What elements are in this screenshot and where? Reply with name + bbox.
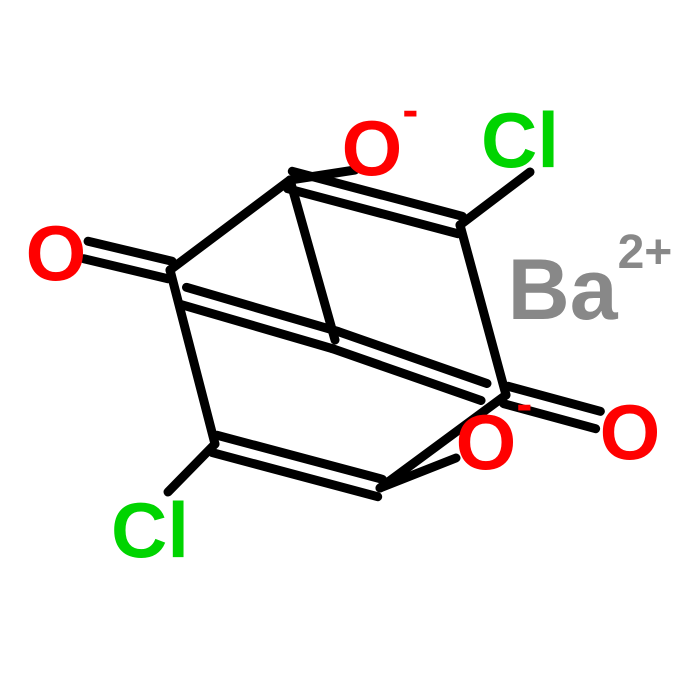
chlorine-atom: Cl (111, 491, 189, 569)
oxygen-atom: O (26, 214, 87, 292)
charge-label: - (516, 378, 532, 431)
oxygen-anion-atom: O- (342, 109, 419, 187)
atom-symbol: O (456, 398, 517, 486)
chemical-structure-canvas: O O- Cl Ba2+ O O- Cl (0, 0, 700, 700)
chlorine-atom: Cl (481, 101, 559, 179)
charge-label: 2+ (618, 226, 673, 279)
charge-label: - (402, 84, 418, 137)
barium-cation: Ba2+ (508, 247, 673, 333)
oxygen-anion-atom: O- (456, 403, 533, 481)
atom-symbol: Cl (111, 486, 189, 574)
oxygen-atom: O (600, 393, 661, 471)
atom-symbol: O (26, 209, 87, 297)
atom-symbol: Ba (508, 242, 618, 338)
atom-symbol: O (600, 388, 661, 476)
atom-symbol: Cl (481, 96, 559, 184)
atom-symbol: O (342, 104, 403, 192)
